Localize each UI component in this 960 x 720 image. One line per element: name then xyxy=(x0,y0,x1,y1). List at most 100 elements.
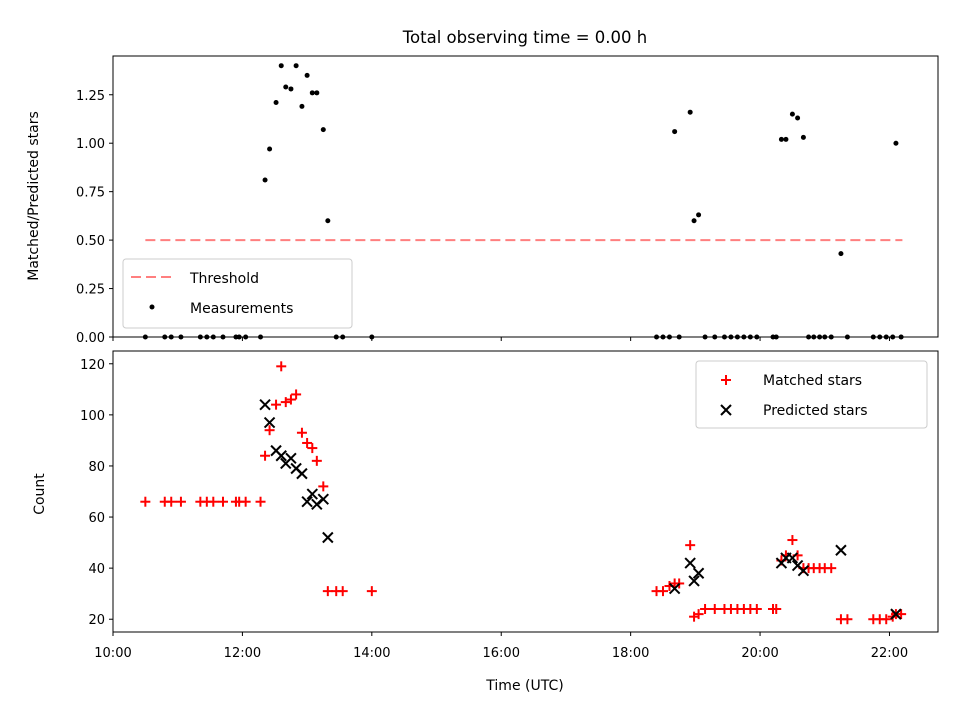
top-panel: Total observing time = 0.00 h 0.000.250.… xyxy=(26,28,939,346)
measurement-point xyxy=(258,334,264,340)
measurement-point xyxy=(660,334,666,340)
y-tick-label: 20 xyxy=(88,613,105,628)
legend-predicted-swatch xyxy=(720,404,732,416)
measurement-point xyxy=(283,84,289,90)
matched-star-point xyxy=(264,425,275,436)
y-tick-label: 120 xyxy=(80,358,105,373)
predicted-star-point xyxy=(684,557,696,569)
measurement-point xyxy=(754,334,760,340)
matched-star-point xyxy=(881,614,892,625)
measurement-point xyxy=(795,115,801,121)
measurement-point xyxy=(817,334,823,340)
matched-star-point xyxy=(700,604,711,615)
y-tick-label: 80 xyxy=(88,460,105,475)
matched-star-point xyxy=(302,437,313,448)
measurement-point xyxy=(309,90,315,96)
measurement-point xyxy=(822,334,828,340)
bottom-x-ticks: 10:00 12:00 14:00 16:00 18:00 20:00 22:00 xyxy=(94,632,908,661)
predicted-star-point xyxy=(301,496,313,508)
matched-star-point xyxy=(322,586,333,597)
measurement-point xyxy=(672,129,678,135)
matched-star-point xyxy=(280,397,291,408)
measurement-point xyxy=(236,334,242,340)
measurement-point xyxy=(340,334,346,340)
measurement-point xyxy=(142,334,148,340)
matched-star-point xyxy=(693,609,704,620)
matched-star-point xyxy=(276,361,287,372)
measurement-point xyxy=(178,334,184,340)
predicted-star-point xyxy=(306,488,319,500)
matched-star-point xyxy=(285,394,296,405)
y-tick-label: 0.50 xyxy=(76,234,105,249)
bottom-panel: 20 40 60 80 100 120 10:00 12:00 14:00 16:00 18:00… xyxy=(32,350,939,694)
matched-star-point xyxy=(255,496,266,507)
measurement-point xyxy=(747,334,753,340)
predicted-star-point xyxy=(322,531,334,544)
matched-star-point xyxy=(208,496,219,507)
measurement-point xyxy=(778,136,784,142)
predicted-star-point xyxy=(692,567,705,579)
x-tick-label: 14:00 xyxy=(353,646,390,661)
measurement-point xyxy=(800,134,806,140)
measurement-point xyxy=(741,334,747,340)
matched-star-point xyxy=(240,496,251,507)
predicted-star-point xyxy=(668,582,681,595)
measurement-point xyxy=(702,334,708,340)
measurement-point xyxy=(883,334,889,340)
measurement-point xyxy=(721,334,727,340)
measurement-point xyxy=(314,90,320,96)
y-tick-label: 0.75 xyxy=(76,186,105,201)
measurement-point xyxy=(162,334,168,340)
matched-star-point xyxy=(826,563,837,574)
predicted-star-point xyxy=(890,608,902,620)
legend-matched-label: Matched stars xyxy=(763,373,862,389)
matched-star-point xyxy=(658,586,668,597)
x-tick-label: 22:00 xyxy=(871,646,908,661)
matched-star-point xyxy=(311,455,322,466)
legend-measurements-swatch xyxy=(149,304,155,310)
bottom-y-ticks: 20 40 60 80 100 120 xyxy=(80,358,113,628)
measurement-point xyxy=(696,212,702,218)
predicted-star-point xyxy=(835,544,847,556)
chart-title: Total observing time = 0.00 h xyxy=(402,28,647,47)
measurement-point xyxy=(844,334,850,340)
measurement-point xyxy=(838,251,844,257)
measurement-point xyxy=(789,111,795,117)
x-tick-label: 20:00 xyxy=(741,646,778,661)
measurement-point xyxy=(243,334,249,340)
measurement-point xyxy=(210,334,216,340)
top-legend: Threshold Measurements xyxy=(122,258,353,329)
x-tick-label: 10:00 xyxy=(94,646,131,661)
predicted-star-point xyxy=(259,398,271,411)
y-tick-label: 1.25 xyxy=(76,89,105,104)
predicted-star-point xyxy=(786,552,799,564)
matched-star-point xyxy=(291,389,302,400)
matched-star-point xyxy=(296,427,307,438)
legend-matched-swatch xyxy=(721,375,731,385)
measurement-point xyxy=(204,334,210,340)
matched-star-point xyxy=(271,399,282,410)
measurement-point xyxy=(320,127,326,133)
matched-star-point xyxy=(771,604,782,615)
y-tick-label: 0.00 xyxy=(76,331,105,346)
top-axes-frame xyxy=(112,55,939,338)
x-tick-label: 18:00 xyxy=(612,646,649,661)
x-tick-label: 12:00 xyxy=(224,646,261,661)
predicted-star-point xyxy=(275,450,287,462)
matched-star-point xyxy=(218,496,228,507)
measurement-point xyxy=(654,334,660,340)
legend-measurements-label: Measurements xyxy=(190,301,293,317)
measurement-point xyxy=(262,177,268,183)
matched-star-point xyxy=(307,443,318,454)
matched-stars-points xyxy=(140,361,907,625)
y-tick-label: 60 xyxy=(88,511,105,526)
bottom-legend-box xyxy=(695,360,928,429)
predicted-star-point xyxy=(317,493,330,505)
matched-star-point xyxy=(842,614,853,625)
measurement-point xyxy=(333,334,339,340)
measurement-point xyxy=(168,334,174,340)
predicted-star-point xyxy=(296,467,308,480)
matched-star-point xyxy=(260,450,271,461)
measurement-point xyxy=(783,136,789,142)
